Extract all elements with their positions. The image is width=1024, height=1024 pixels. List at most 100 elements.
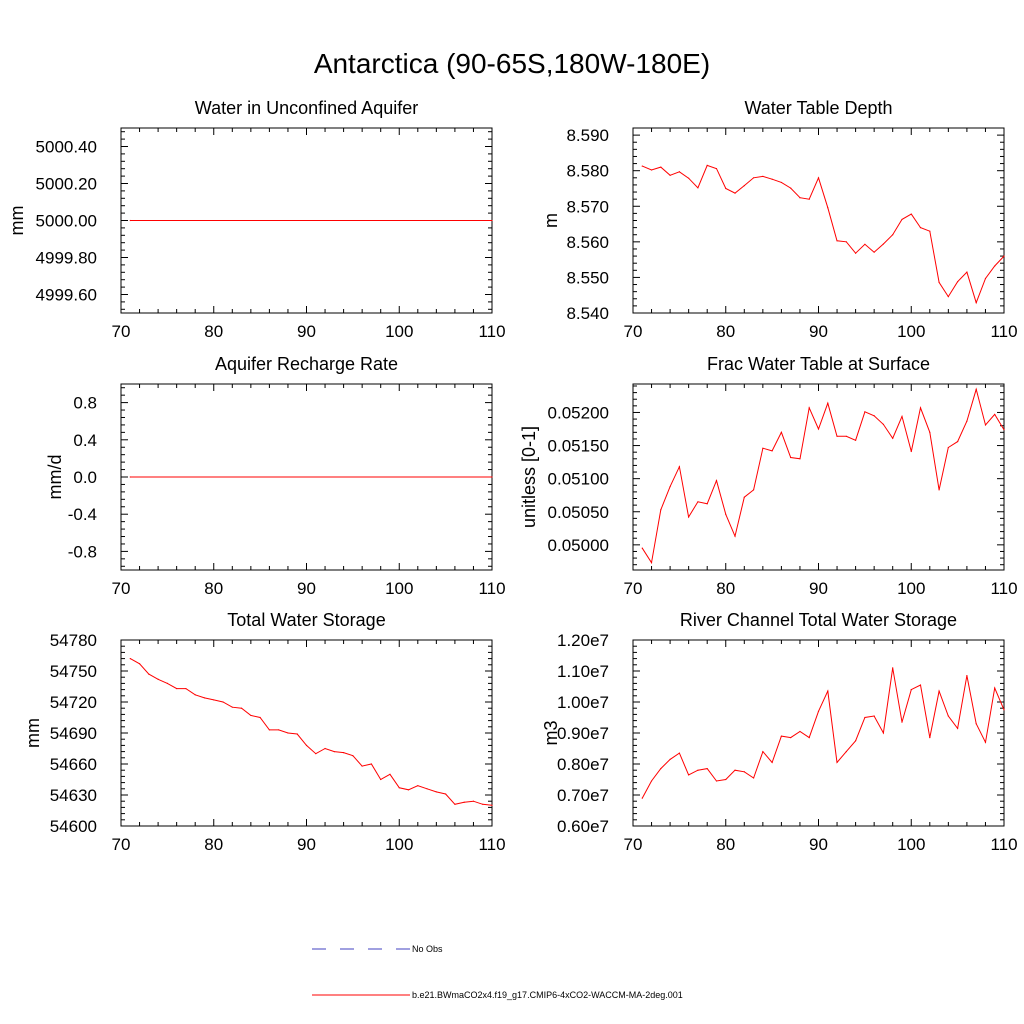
data-point xyxy=(287,732,289,734)
x-tick-label: 110 xyxy=(990,322,1017,341)
data-point xyxy=(836,435,838,437)
data-point xyxy=(994,413,996,416)
data-point xyxy=(361,765,363,767)
chart-panel-1: Water in Unconfined Aquifer 70 80 90 100 110 4… xyxy=(7,98,506,341)
x-tick-label: 70 xyxy=(624,835,643,854)
data-point xyxy=(864,716,866,719)
data-point xyxy=(873,251,875,253)
data-point xyxy=(129,219,131,222)
data-point xyxy=(994,265,996,267)
data-point xyxy=(947,446,949,449)
data-point xyxy=(185,687,187,690)
data-point xyxy=(790,737,792,739)
x-tick-label: 100 xyxy=(385,579,413,598)
data-point xyxy=(855,439,857,441)
x-tick-label: 110 xyxy=(478,322,505,341)
y-tick-label: -0.4 xyxy=(68,505,97,524)
panel-title: Total Water Storage xyxy=(227,610,385,630)
panel-title: River Channel Total Water Storage xyxy=(680,610,957,630)
data-point xyxy=(231,706,233,708)
data-point xyxy=(910,213,912,215)
y-axis-label: unitless [0-1] xyxy=(519,426,539,528)
panel-title: Water in Unconfined Aquifer xyxy=(195,98,418,118)
figure-title: Antarctica (90-65S,180W-180E) xyxy=(313,48,711,79)
x-tick-label: 100 xyxy=(897,322,925,341)
data-point xyxy=(734,192,736,194)
data-point xyxy=(715,780,718,782)
y-tick-label: 8.580 xyxy=(566,162,609,181)
data-point xyxy=(984,277,987,280)
data-point xyxy=(882,732,885,734)
data-point xyxy=(966,271,968,273)
chart-panel-3: Aquifer Recharge Rate 70 80 90 100 110 -0.8 -0.… xyxy=(45,354,506,598)
data-point xyxy=(650,562,653,564)
data-point xyxy=(957,727,959,729)
data-point xyxy=(864,411,866,413)
data-point xyxy=(138,663,141,665)
data-point xyxy=(966,420,968,422)
data-point xyxy=(957,281,959,283)
y-axis-label: m xyxy=(541,213,561,228)
data-point xyxy=(250,714,252,717)
data-point xyxy=(315,753,317,755)
data-point xyxy=(808,198,810,200)
y-tick-label: 0.05150 xyxy=(548,437,609,456)
data-point xyxy=(660,509,662,511)
data-point xyxy=(808,407,810,409)
data-point xyxy=(398,787,400,789)
data-point xyxy=(463,801,465,803)
plot-frame xyxy=(632,383,1005,571)
data-point xyxy=(957,440,959,443)
data-point xyxy=(669,758,671,760)
data-point xyxy=(901,218,903,221)
data-point xyxy=(697,187,699,189)
data-point xyxy=(678,171,680,173)
data-point xyxy=(641,547,643,549)
y-tick-label: 54720 xyxy=(50,693,97,712)
data-point xyxy=(370,763,373,765)
data-point xyxy=(771,761,773,764)
chart-panel-4: Frac Water Table at Surface 70 80 90 100 110 0… xyxy=(519,354,1018,598)
legend-label-model: b.e21.BWmaCO2x4.f19_g17.CMIP6-4xCO2-WACC… xyxy=(412,990,683,1000)
x-tick-label: 90 xyxy=(809,835,828,854)
data-point xyxy=(984,424,987,426)
data-point xyxy=(296,733,298,735)
data-point xyxy=(472,800,475,802)
data-point xyxy=(827,207,829,209)
x-tick-label: 100 xyxy=(385,322,413,341)
data-point xyxy=(715,167,718,170)
data-point xyxy=(984,741,987,743)
data-point xyxy=(938,690,940,692)
x-tick-label: 90 xyxy=(809,322,828,341)
data-point xyxy=(482,803,484,805)
y-axis-label: mm xyxy=(7,206,27,236)
data-point xyxy=(706,164,708,166)
data-point xyxy=(669,174,671,176)
data-point xyxy=(706,503,708,505)
panel-title: Aquifer Recharge Rate xyxy=(215,354,398,374)
y-tick-label: 54780 xyxy=(50,631,97,650)
data-point xyxy=(873,715,875,717)
x-tick-label: 100 xyxy=(897,835,925,854)
x-tick-label: 70 xyxy=(624,322,643,341)
data-point xyxy=(864,243,866,245)
plot-frame xyxy=(632,639,1005,827)
data-point xyxy=(855,252,857,254)
data-point xyxy=(176,687,178,690)
data-point xyxy=(780,735,783,737)
x-tick-label: 80 xyxy=(716,322,735,341)
data-point xyxy=(725,778,727,781)
x-tick-label: 70 xyxy=(624,579,643,598)
y-tick-label: 0.60e7 xyxy=(557,817,609,836)
data-point xyxy=(491,219,493,222)
data-point xyxy=(148,673,150,675)
data-point xyxy=(734,535,736,537)
chart-panel-5: Total Water Storage 70 80 90 100 110 54600 5463… xyxy=(23,610,506,854)
y-tick-label: 1.20e7 xyxy=(557,631,609,650)
x-tick-label: 80 xyxy=(716,579,735,598)
data-point xyxy=(910,450,912,453)
data-point xyxy=(650,780,653,782)
data-point xyxy=(660,166,662,168)
y-tick-label: 0.4 xyxy=(73,431,97,450)
